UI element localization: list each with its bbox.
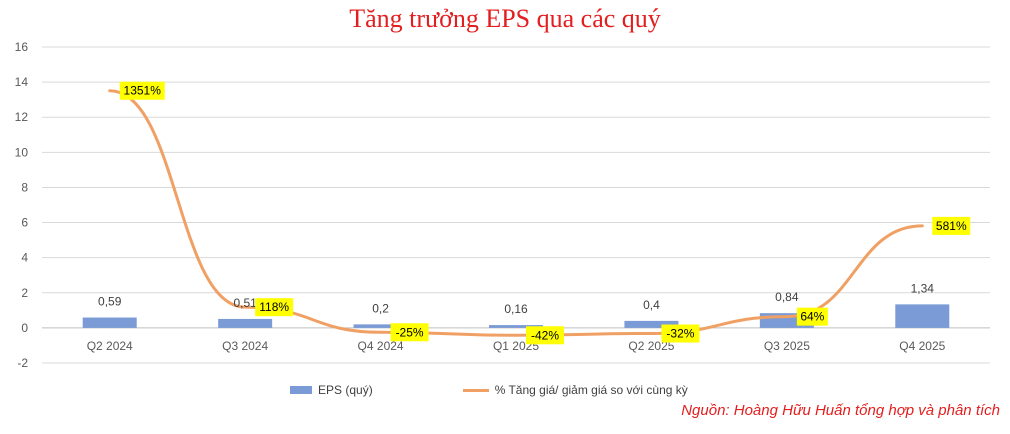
growth-label-bg-4 xyxy=(661,324,700,343)
legend: EPS (quý) % Tăng giá/ giảm giá so với cù… xyxy=(290,383,778,397)
y-tick-label-8: 8 xyxy=(21,180,28,194)
growth-label-bg-1 xyxy=(255,298,294,317)
x-tick-label-0: Q2 2024 xyxy=(87,339,133,353)
y-tick-label-4: 4 xyxy=(21,251,28,265)
growth-line-path xyxy=(108,89,924,337)
eps-bar-0 xyxy=(82,317,137,328)
legend-swatch-eps xyxy=(290,386,312,394)
legend-label-growth: % Tăng giá/ giảm giá so với cùng kỳ xyxy=(494,383,688,397)
y-axis-ticks: -2 0 2 4 6 8 10 12 14 16 xyxy=(15,40,29,370)
x-tick-label-2: Q4 2024 xyxy=(358,339,404,353)
growth-label-bg-0 xyxy=(119,81,165,100)
y-tick-label-10: 10 xyxy=(15,145,29,159)
y-tick-label-2: 2 xyxy=(21,286,28,300)
eps-bar-4 xyxy=(624,320,679,328)
eps-bar-label-1: 0,51 xyxy=(233,296,257,310)
growth-label-4: -32% xyxy=(666,327,694,341)
chart-title: Tăng trưởng EPS qua các quý xyxy=(349,4,661,33)
y-tick-label-14: 14 xyxy=(15,75,29,89)
eps-bar-2 xyxy=(353,324,408,328)
eps-bar-label-5: 0,84 xyxy=(775,290,799,304)
eps-bar-1 xyxy=(218,318,273,328)
legend-swatch-growth xyxy=(462,388,489,392)
eps-bar-label-4: 0,4 xyxy=(643,298,660,312)
y-tick-label-6: 6 xyxy=(21,216,28,230)
eps-bar-6 xyxy=(895,304,950,328)
growth-label-bg-3 xyxy=(526,326,564,345)
growth-label-0: 1351% xyxy=(124,84,162,98)
legend-item-growth: % Tăng giá/ giảm giá so với cùng kỳ xyxy=(462,383,688,397)
y-tick-label-12: 12 xyxy=(15,110,29,124)
eps-bar-label-0: 0,59 xyxy=(98,295,122,309)
legend-item-eps: EPS (quý) xyxy=(290,383,373,397)
growth-label-bg-5 xyxy=(796,307,828,326)
growth-line xyxy=(108,89,924,337)
x-tick-label-5: Q3 2025 xyxy=(764,339,810,353)
growth-label-bg-6 xyxy=(932,216,971,235)
y-tick-label-16: 16 xyxy=(15,40,29,54)
y-tick-label-0: 0 xyxy=(21,321,28,335)
growth-label-6: 581% xyxy=(936,219,967,233)
x-axis-ticks: Q2 2024 Q3 2024 Q4 2024 Q1 2025 Q2 2025 Q3 20… xyxy=(87,339,946,353)
eps-bar-label-3: 0,16 xyxy=(504,302,528,316)
growth-label-3: -42% xyxy=(531,328,559,342)
x-tick-label-6: Q4 2025 xyxy=(899,339,945,353)
y-tick-label--2: -2 xyxy=(17,356,28,370)
source-note: Nguồn: Hoàng Hữu Huấn tổng hợp và phân t… xyxy=(681,402,1000,419)
x-tick-label-1: Q3 2024 xyxy=(222,339,268,353)
eps-bar-label-2: 0,2 xyxy=(372,301,389,315)
growth-label-1: 118% xyxy=(259,300,289,314)
growth-label-2: -25% xyxy=(396,325,424,339)
eps-bar-3 xyxy=(489,325,543,328)
eps-bar-label-6: 1,34 xyxy=(911,281,935,295)
legend-label-eps: EPS (quý) xyxy=(318,383,373,397)
data-labels: 0,59 0,51 0,2 0,16 0,4 0,84 1,34 1351% 118% -25% -… xyxy=(98,81,971,345)
growth-label-bg-2 xyxy=(390,323,429,342)
growth-label-5: 64% xyxy=(800,310,824,324)
